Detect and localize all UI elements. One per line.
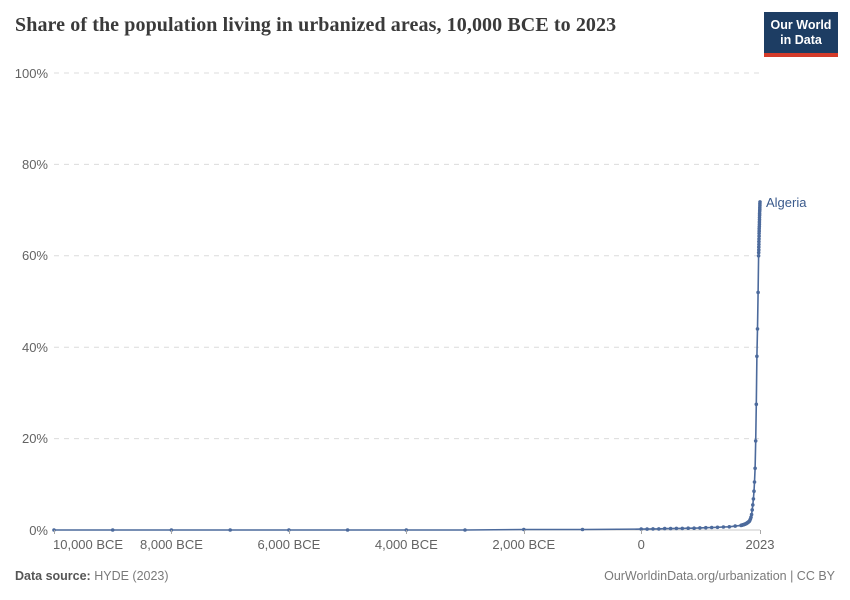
line-chart-svg [52, 72, 762, 532]
x-tick-label: 4,000 BCE [374, 537, 438, 552]
y-tick-label: 100% [14, 65, 48, 81]
chart-plot-area[interactable] [52, 72, 762, 532]
x-tick-label: 0 [637, 537, 645, 552]
series-label-algeria[interactable]: Algeria [766, 194, 807, 210]
x-tick-mark [288, 530, 290, 534]
x-tick-label: 2023 [745, 537, 775, 552]
credit-link[interactable]: OurWorldinData.org/urbanization | CC BY [604, 569, 835, 583]
y-tick-label: 60% [21, 248, 48, 264]
x-tick-mark [760, 530, 761, 534]
data-source-value: HYDE (2023) [90, 569, 169, 583]
data-source-label: Data source: [15, 569, 91, 583]
x-tick-mark [54, 530, 55, 534]
x-tick-label: 10,000 BCE [53, 537, 124, 552]
data-source-note: Data source: HYDE (2023) [15, 569, 169, 583]
page-title: Share of the population living in urbani… [15, 14, 617, 36]
y-tick-label: 80% [21, 156, 48, 172]
y-tick-label: 20% [21, 431, 48, 447]
x-tick-label: 2,000 BCE [492, 537, 556, 552]
x-tick-mark [641, 530, 643, 534]
x-tick-mark [406, 530, 408, 534]
y-tick-label: 40% [21, 339, 48, 355]
owid-logo[interactable]: Our World in Data [764, 12, 838, 57]
y-tick-label: 0% [29, 522, 48, 538]
x-tick-label: 8,000 BCE [140, 537, 203, 552]
owid-logo-line2: in Data [780, 33, 822, 47]
owid-logo-line1: Our World [770, 18, 832, 32]
x-tick-mark [171, 530, 173, 534]
x-tick-label: 6,000 BCE [257, 537, 321, 552]
x-tick-mark [523, 530, 525, 534]
